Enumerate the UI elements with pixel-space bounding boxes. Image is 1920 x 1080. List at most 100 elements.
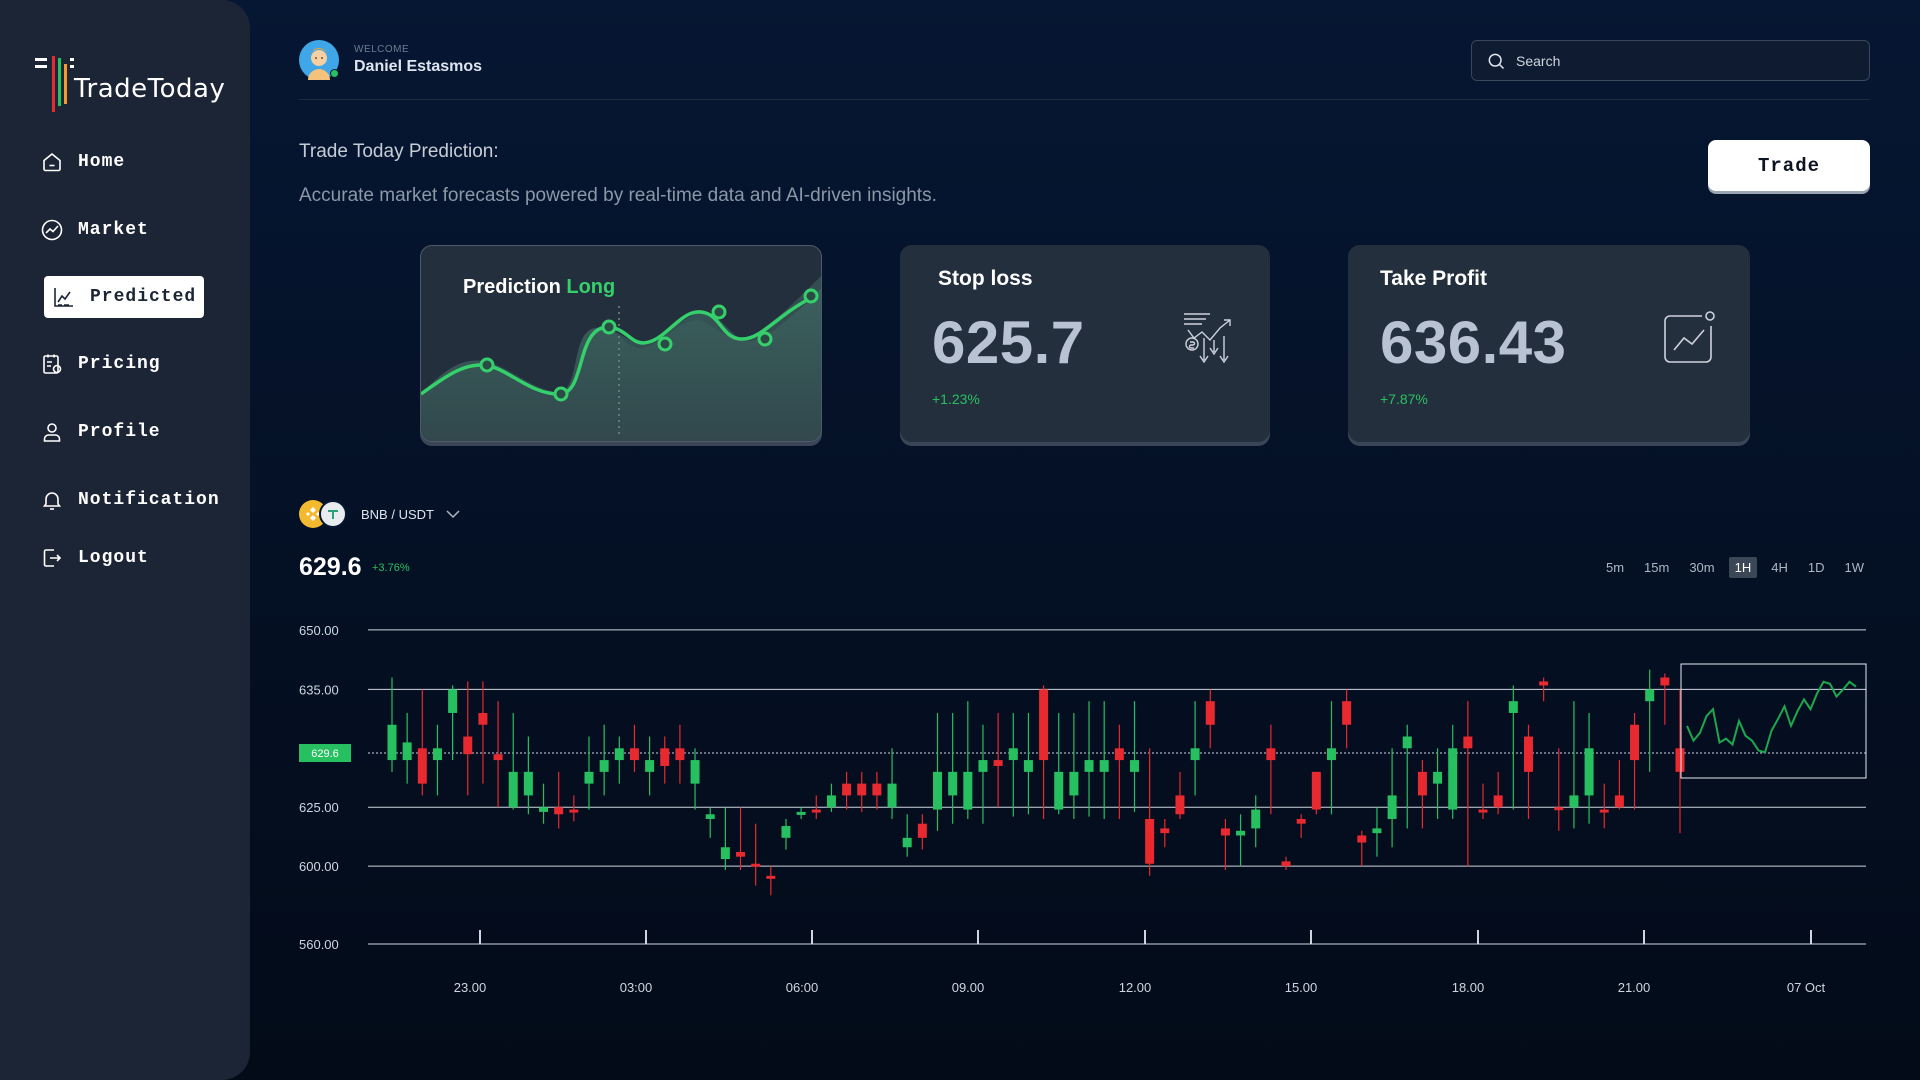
candle[interactable]: [1675, 689, 1685, 834]
search-bar[interactable]: [1471, 40, 1870, 81]
candle[interactable]: [402, 712, 412, 784]
candle[interactable]: [1296, 814, 1306, 838]
candle[interactable]: [1554, 748, 1564, 831]
candle[interactable]: [933, 712, 943, 831]
candle[interactable]: [1236, 814, 1246, 867]
timeframe-15m[interactable]: 15m: [1644, 560, 1670, 575]
candle[interactable]: [1448, 724, 1458, 819]
candle[interactable]: [448, 685, 458, 761]
candle[interactable]: [1311, 771, 1321, 815]
timeframe-1w[interactable]: 1W: [1844, 560, 1865, 575]
candle[interactable]: [948, 712, 958, 824]
candle[interactable]: [1008, 712, 1018, 817]
candle[interactable]: [539, 783, 549, 824]
candle[interactable]: [1508, 685, 1518, 810]
candle[interactable]: [1660, 673, 1670, 725]
candle[interactable]: [1190, 701, 1200, 796]
sidebar-item-predicted[interactable]: Predicted: [44, 276, 205, 318]
candle[interactable]: [720, 807, 730, 870]
timeframe-30m[interactable]: 30m: [1689, 560, 1715, 575]
candle[interactable]: [614, 736, 624, 784]
candle[interactable]: [811, 795, 821, 819]
candle[interactable]: [917, 814, 927, 850]
candle[interactable]: [463, 681, 473, 796]
candle[interactable]: [826, 783, 836, 812]
candle[interactable]: [417, 689, 427, 796]
candle[interactable]: [963, 701, 973, 819]
candle[interactable]: [1630, 712, 1640, 810]
candle[interactable]: [1599, 783, 1609, 829]
sidebar-item-market[interactable]: Market: [40, 218, 149, 242]
candle[interactable]: [902, 814, 912, 857]
timeframe-4h[interactable]: 4H: [1771, 560, 1788, 575]
candle[interactable]: [796, 807, 806, 819]
candle[interactable]: [645, 736, 655, 796]
candle[interactable]: [1645, 669, 1655, 772]
candle[interactable]: [1569, 701, 1579, 829]
candle[interactable]: [508, 712, 518, 810]
prediction-card[interactable]: Prediction Long: [420, 245, 822, 442]
candle[interactable]: [1614, 760, 1624, 810]
candle[interactable]: [1372, 807, 1382, 857]
candle[interactable]: [766, 866, 776, 896]
candle[interactable]: [1205, 689, 1215, 749]
candle[interactable]: [675, 724, 685, 784]
candle[interactable]: [1220, 818, 1230, 870]
candle[interactable]: [1523, 724, 1533, 819]
timeframe-1h[interactable]: 1H: [1728, 557, 1758, 578]
candle[interactable]: [887, 748, 897, 819]
candle[interactable]: [478, 681, 488, 784]
timeframe-1d[interactable]: 1D: [1807, 560, 1825, 575]
candle[interactable]: [1145, 748, 1155, 876]
candle[interactable]: [660, 736, 670, 784]
prediction-zone-box[interactable]: [1680, 663, 1867, 779]
avatar[interactable]: [299, 40, 339, 80]
pair-selector[interactable]: BNB / USDT: [299, 500, 460, 528]
candle[interactable]: [857, 771, 867, 812]
candle[interactable]: [1160, 818, 1170, 848]
candle[interactable]: [872, 771, 882, 810]
sidebar-item-home[interactable]: Home: [40, 150, 125, 174]
stop-loss-card[interactable]: Stop loss 625.7 +1.23%: [900, 245, 1270, 442]
candle[interactable]: [1478, 783, 1488, 819]
candle[interactable]: [1023, 712, 1033, 815]
sidebar-item-profile[interactable]: Profile: [40, 420, 161, 444]
candle[interactable]: [1493, 771, 1503, 815]
candle[interactable]: [1463, 701, 1473, 867]
candle[interactable]: [1342, 689, 1352, 749]
candle[interactable]: [599, 724, 609, 796]
app-logo[interactable]: TradeToday: [34, 54, 225, 116]
candle[interactable]: [1039, 685, 1049, 819]
chevron-down-icon[interactable]: [446, 509, 460, 519]
candle[interactable]: [1251, 795, 1261, 848]
candle[interactable]: [387, 677, 397, 772]
take-profit-card[interactable]: Take Profit 636.43 +7.87%: [1348, 245, 1750, 442]
candle[interactable]: [1539, 677, 1549, 702]
sidebar-item-pricing[interactable]: Pricing: [40, 352, 161, 376]
candle[interactable]: [584, 736, 594, 810]
candle[interactable]: [1433, 748, 1443, 819]
candle[interactable]: [554, 771, 564, 829]
candle[interactable]: [842, 771, 852, 810]
timeframe-5m[interactable]: 5m: [1605, 560, 1625, 575]
sidebar-item-logout[interactable]: Logout: [40, 546, 149, 570]
trade-button[interactable]: Trade: [1708, 140, 1870, 191]
search-input[interactable]: [1516, 52, 1846, 69]
candle[interactable]: [1175, 771, 1185, 819]
candle[interactable]: [523, 736, 533, 815]
candle[interactable]: [751, 823, 761, 886]
candle[interactable]: [1114, 724, 1124, 819]
candle[interactable]: [1281, 856, 1291, 870]
candle[interactable]: [993, 712, 1003, 808]
candle[interactable]: [569, 795, 579, 822]
candle[interactable]: [736, 807, 746, 870]
candle[interactable]: [1099, 701, 1109, 819]
candle[interactable]: [1326, 701, 1336, 815]
candle[interactable]: [1402, 724, 1412, 829]
candle[interactable]: [781, 818, 791, 850]
candle[interactable]: [629, 724, 639, 772]
sidebar-item-notification[interactable]: Notification: [40, 488, 220, 512]
candle[interactable]: [690, 748, 700, 810]
candle[interactable]: [978, 724, 988, 824]
